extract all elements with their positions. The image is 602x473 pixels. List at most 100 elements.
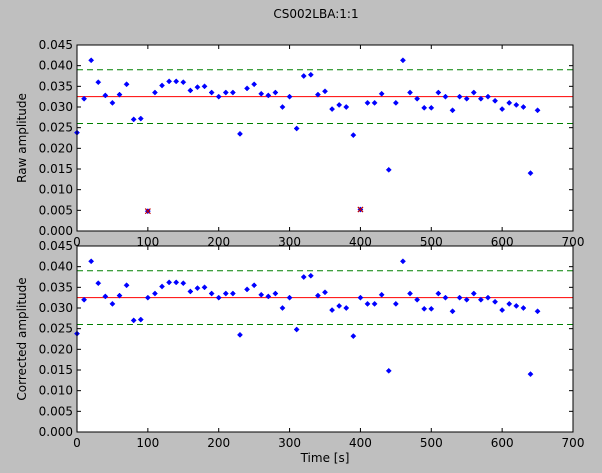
data-point bbox=[109, 300, 116, 307]
data-point bbox=[407, 89, 413, 96]
data-point bbox=[428, 305, 435, 312]
corrected-amplitude-panel: 0 100 200 300 400 500 600 700 0.000 0.005 0.010 0.0… bbox=[15, 239, 584, 465]
data-point bbox=[116, 292, 123, 299]
axes-frame bbox=[76, 44, 574, 232]
data-point bbox=[130, 116, 137, 123]
y-tick-label: 0.020 bbox=[39, 342, 73, 356]
data-point bbox=[442, 93, 449, 100]
data-point bbox=[244, 286, 251, 293]
data-point bbox=[506, 99, 513, 106]
data-point bbox=[307, 71, 314, 78]
data-point bbox=[343, 305, 350, 311]
y-tick-label: 0.025 bbox=[39, 322, 73, 336]
data-point bbox=[258, 90, 265, 97]
data-point bbox=[201, 83, 208, 90]
plot-area bbox=[77, 246, 573, 432]
data-point bbox=[208, 290, 215, 297]
data-point bbox=[350, 132, 357, 139]
y-tick-label: 0.005 bbox=[39, 404, 73, 418]
data-point bbox=[173, 78, 180, 85]
x-tick-label: 400 bbox=[349, 436, 372, 450]
data-point bbox=[300, 274, 307, 280]
data-point bbox=[166, 279, 173, 286]
data-point bbox=[435, 89, 442, 96]
data-point bbox=[485, 93, 491, 100]
data-point bbox=[414, 296, 421, 303]
data-point bbox=[534, 308, 541, 315]
data-point bbox=[237, 130, 243, 137]
data-point bbox=[407, 290, 413, 297]
data-point bbox=[343, 104, 350, 110]
x-tick-label: 300 bbox=[278, 436, 301, 450]
data-point bbox=[428, 104, 435, 111]
data-point bbox=[357, 294, 364, 301]
data-point bbox=[237, 331, 243, 338]
data-point bbox=[449, 107, 456, 114]
axes-frame bbox=[76, 245, 574, 433]
x-tick-label: 500 bbox=[420, 436, 443, 450]
data-point bbox=[336, 101, 343, 108]
y-axis-label: Raw amplitude bbox=[15, 93, 29, 183]
x-tick-label: 100 bbox=[136, 436, 159, 450]
data-point bbox=[322, 88, 328, 95]
data-point bbox=[180, 79, 187, 86]
y-tick-label: 0.000 bbox=[39, 425, 73, 439]
data-point bbox=[109, 99, 116, 106]
data-point bbox=[293, 326, 300, 333]
data-point bbox=[201, 284, 208, 291]
data-point bbox=[385, 367, 392, 374]
x-axis-label: Time [s] bbox=[300, 451, 350, 465]
y-tick-label: 0.045 bbox=[39, 239, 73, 253]
data-point bbox=[534, 107, 541, 114]
data-point bbox=[449, 308, 456, 315]
y-tick-label: 0.015 bbox=[39, 363, 73, 377]
data-point bbox=[399, 258, 406, 265]
data-point bbox=[435, 290, 442, 297]
data-point bbox=[194, 84, 201, 91]
raw-amplitude-panel: 0 100 200 300 400 500 600 7000.0000.0050.0100.0… bbox=[15, 38, 584, 249]
data-point bbox=[470, 290, 477, 297]
data-point bbox=[251, 282, 258, 289]
data-point bbox=[477, 95, 484, 102]
data-point bbox=[314, 292, 321, 299]
data-point bbox=[187, 288, 194, 295]
data-point bbox=[244, 85, 251, 92]
data-point bbox=[364, 300, 371, 307]
data-point bbox=[88, 258, 95, 265]
data-point bbox=[492, 298, 499, 305]
data-point bbox=[364, 99, 371, 106]
x-tick-label: 600 bbox=[491, 436, 514, 450]
data-point bbox=[442, 294, 449, 301]
data-point bbox=[116, 91, 123, 98]
data-point bbox=[527, 170, 534, 177]
data-point bbox=[371, 99, 378, 106]
y-axis-label: Corrected amplitude bbox=[15, 277, 29, 400]
data-point bbox=[265, 92, 272, 99]
data-point bbox=[456, 294, 463, 301]
x-tick-label: 0 bbox=[73, 436, 81, 450]
data-point bbox=[392, 99, 399, 106]
data-point bbox=[421, 104, 428, 111]
data-point bbox=[151, 290, 158, 297]
data-point bbox=[180, 280, 187, 287]
data-point bbox=[102, 293, 109, 300]
data-point bbox=[272, 290, 279, 297]
data-point bbox=[463, 95, 470, 102]
x-tick-label: 700 bbox=[562, 436, 585, 450]
data-point bbox=[215, 294, 222, 301]
data-point bbox=[329, 106, 336, 113]
data-point bbox=[470, 89, 477, 96]
y-tick-label: 0.040 bbox=[39, 260, 73, 274]
data-point bbox=[527, 371, 534, 378]
data-point bbox=[399, 57, 406, 64]
y-tick-label: 0.005 bbox=[39, 203, 73, 217]
data-point bbox=[95, 280, 102, 287]
data-point bbox=[414, 95, 421, 102]
data-point bbox=[307, 272, 314, 279]
data-point bbox=[336, 302, 343, 309]
data-point bbox=[513, 101, 520, 108]
data-point bbox=[421, 305, 428, 312]
data-point bbox=[166, 78, 173, 85]
data-point bbox=[144, 294, 151, 301]
